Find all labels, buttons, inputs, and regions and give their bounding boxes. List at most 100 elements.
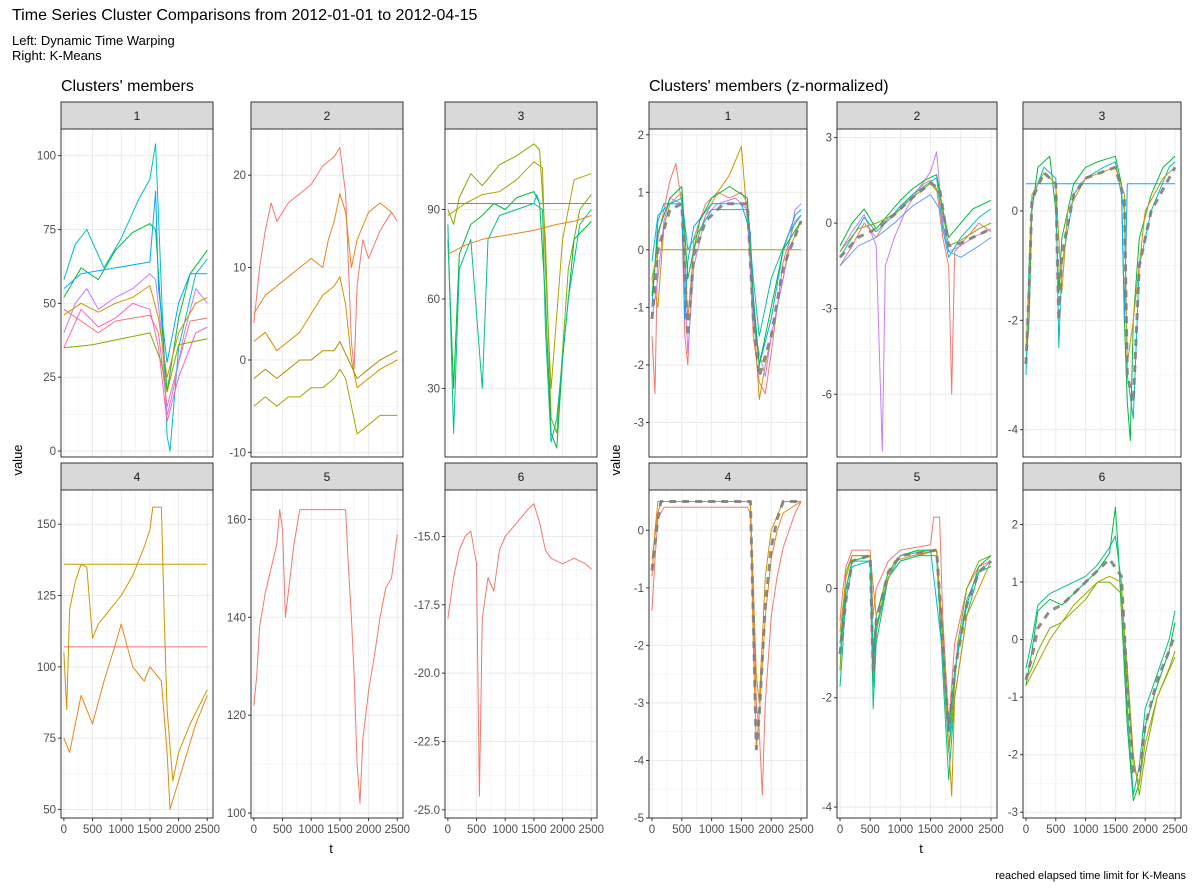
- facet-strip: [60, 101, 214, 130]
- y-tick-label: 3: [826, 133, 832, 145]
- series-line-centroid: [838, 181, 992, 259]
- plot-area: [445, 129, 597, 457]
- x-tick-label: 1500: [1103, 824, 1129, 836]
- x-tick-label: 500: [1046, 824, 1065, 836]
- y-tick-label: 1: [1012, 577, 1018, 589]
- plot-area: [1023, 129, 1181, 457]
- panel-border: [648, 128, 808, 458]
- x-tick-label: 1500: [327, 824, 353, 836]
- plot-area: [649, 490, 807, 818]
- facet-2: 2 -10 0 10 20: [229, 101, 404, 459]
- plot-area: [251, 490, 403, 818]
- y-tick-label: 100: [37, 151, 56, 163]
- series-line: [253, 193, 392, 315]
- series-line-centroid: [1024, 165, 1177, 404]
- y-tick-label: -4: [822, 802, 833, 814]
- y-tick-label: -1: [634, 302, 644, 314]
- y-tick-label: 2: [1012, 520, 1018, 532]
- plot-area: [61, 129, 213, 457]
- y-tick-label: -2: [634, 360, 644, 372]
- y-tick-label: 0: [638, 525, 644, 537]
- facet-strip-label: 5: [324, 470, 331, 484]
- x-tick-label: 1000: [1073, 824, 1099, 836]
- x-tick-label: 1000: [699, 824, 725, 836]
- series-line-centroid: [1024, 557, 1177, 774]
- x-tick-label: 500: [467, 824, 486, 836]
- x-tick-label: 2000: [356, 824, 382, 836]
- x-tick-label: 1000: [108, 824, 134, 836]
- x-tick-label: 1000: [298, 824, 324, 836]
- facet-strip-label: 3: [1099, 109, 1106, 123]
- y-tick-label: 20: [233, 170, 246, 182]
- x-tick-label: 0: [837, 824, 843, 836]
- x-tick-label: 1500: [918, 824, 944, 836]
- panel-border: [60, 489, 214, 819]
- x-tick-label: 1000: [492, 824, 518, 836]
- series-line-centroid: [650, 500, 801, 751]
- series-line: [63, 190, 208, 363]
- facet-strip-label: 1: [725, 109, 732, 123]
- facet-strip-label: 3: [518, 109, 525, 123]
- series-line: [253, 276, 398, 389]
- y-tick-label: 1: [638, 187, 644, 199]
- facet-1: 1 0 25 50 75 100: [37, 101, 214, 458]
- y-tick-label: 2: [638, 130, 644, 142]
- facet-2: 2 -6 -3 0 3: [822, 101, 998, 458]
- facet-strip-label: 4: [725, 470, 732, 484]
- y-tick-label: -3: [634, 698, 644, 710]
- x-tick-label: 2500: [194, 824, 220, 836]
- y-tick-label: 75: [43, 733, 56, 745]
- x-tick-label: 2000: [758, 824, 784, 836]
- facet-5: 5 0 500 1000 1500 2000 2500 -4 -2 0: [822, 462, 1004, 836]
- y-tick-label: 90: [427, 205, 440, 217]
- y-tick-label: 100: [37, 662, 56, 674]
- facet-3: 3 30 60 90: [427, 101, 598, 458]
- x-tick-label: 500: [83, 824, 102, 836]
- series-line: [63, 506, 208, 782]
- y-tick-label: -2: [1008, 750, 1018, 762]
- series-line: [447, 191, 592, 449]
- series-line: [1025, 581, 1176, 796]
- x-tick-label: 2000: [1132, 824, 1158, 836]
- x-tick-label: 2000: [948, 824, 974, 836]
- panel-border: [250, 128, 404, 458]
- y-tick-label: -3: [1008, 807, 1018, 819]
- facet-4: 4 0 500 1000 1500 2000 2500 50 75 100 125 150: [37, 462, 220, 836]
- series-group: [650, 500, 802, 796]
- plot-area: [837, 490, 997, 818]
- x-tick-label: 1500: [521, 824, 547, 836]
- series-group: [1024, 506, 1177, 802]
- series-line: [1025, 535, 1176, 796]
- x-tick-label: 1500: [729, 824, 755, 836]
- facet-strip-label: 2: [324, 109, 331, 123]
- series-line: [651, 197, 802, 337]
- series-line: [63, 332, 208, 393]
- x-tick-label: 2000: [550, 824, 576, 836]
- x-tick-label: 2500: [1162, 824, 1188, 836]
- facet-strip: [648, 462, 808, 491]
- series-line: [63, 285, 208, 378]
- series-group: [63, 143, 208, 452]
- panel-border: [836, 128, 998, 458]
- series-group: [447, 143, 592, 449]
- series-line: [447, 503, 592, 797]
- series-group: [253, 147, 398, 435]
- x-tick-label: 500: [861, 824, 880, 836]
- x-axis-title: t: [329, 841, 333, 856]
- facet-strip-label: 1: [134, 109, 141, 123]
- series-line: [651, 501, 802, 796]
- series-group: [838, 516, 993, 797]
- series-line: [839, 194, 992, 267]
- plot-area: [649, 129, 807, 457]
- series-line: [1025, 155, 1176, 442]
- subtitle-left: Left: Dynamic Time Warping: [12, 33, 175, 48]
- panel-border: [60, 128, 214, 458]
- panel-border: [444, 489, 598, 819]
- x-tick-label: 1000: [888, 824, 914, 836]
- facet-3: 3 -4 -2 0: [1008, 101, 1182, 458]
- y-tick-label: 0: [1012, 635, 1018, 647]
- y-tick-label: -10: [229, 447, 246, 459]
- series-line: [63, 143, 208, 452]
